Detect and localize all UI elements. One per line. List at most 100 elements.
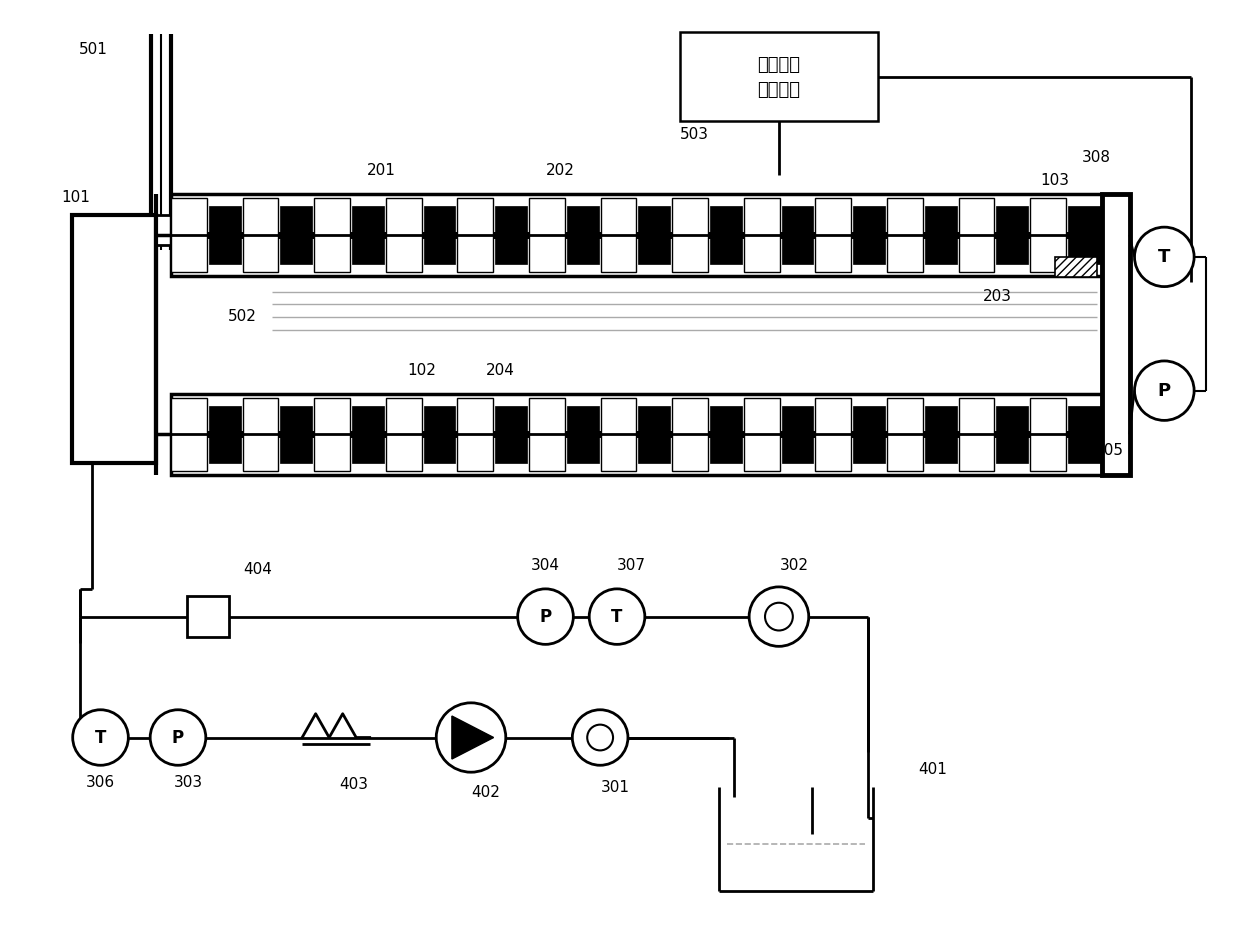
Text: 103: 103 [1040,173,1070,188]
Bar [925,405,956,463]
Bar [744,398,780,471]
Bar [72,215,156,463]
Text: 301: 301 [600,780,630,794]
Bar [853,207,885,264]
Bar [567,207,599,264]
Circle shape [73,710,128,766]
Text: 402: 402 [471,784,501,799]
Text: 201: 201 [367,163,396,178]
Circle shape [573,710,627,766]
Text: 供给单元: 供给单元 [758,82,801,99]
Bar [529,198,564,272]
Text: 202: 202 [546,163,575,178]
Circle shape [749,587,808,646]
Text: 502: 502 [228,309,257,324]
Circle shape [1135,361,1194,420]
Text: 305: 305 [1095,442,1125,458]
Bar [711,405,742,463]
Polygon shape [451,716,494,759]
Bar [1068,207,1100,264]
Bar [1102,195,1130,475]
Text: T: T [611,607,622,626]
Text: P: P [539,607,552,626]
Bar [495,207,527,264]
Bar [495,405,527,463]
Text: 307: 307 [616,557,646,573]
Bar [711,207,742,264]
Bar [208,207,241,264]
Bar [424,207,455,264]
Bar [171,195,1102,275]
Circle shape [765,603,792,630]
Bar [959,198,994,272]
Text: P: P [172,729,184,746]
Bar [996,207,1028,264]
Circle shape [517,589,573,644]
Text: 308: 308 [1083,150,1111,165]
Bar [887,198,923,272]
Bar [1068,405,1100,463]
Bar [171,398,207,471]
Circle shape [1135,227,1194,286]
Bar [744,198,780,272]
Bar [1030,398,1066,471]
Bar [816,398,851,471]
Bar [529,398,564,471]
Bar [156,215,174,245]
Bar [781,207,813,264]
Circle shape [150,710,206,766]
Text: P: P [1158,382,1171,400]
Bar [1055,257,1096,276]
Circle shape [589,589,645,644]
Text: 303: 303 [174,775,202,790]
Bar [314,198,350,272]
Bar [600,398,636,471]
Text: 304: 304 [531,557,560,573]
Text: 气液混合: 气液混合 [758,56,801,73]
Bar [567,405,599,463]
Bar [280,405,312,463]
Text: 501: 501 [79,43,108,57]
Text: 203: 203 [983,289,1012,304]
Circle shape [588,725,613,750]
Bar [458,198,494,272]
Bar [352,207,384,264]
Bar [1030,198,1066,272]
Bar [171,198,207,272]
Text: 102: 102 [407,363,435,378]
Bar [672,198,708,272]
Bar [781,405,813,463]
Bar [458,398,494,471]
Bar [639,207,670,264]
Text: 302: 302 [779,557,808,573]
Bar [680,32,878,121]
Circle shape [436,703,506,772]
Bar [639,405,670,463]
Text: T: T [1158,248,1171,266]
Text: T: T [94,729,107,746]
Text: 306: 306 [86,775,115,790]
Text: 403: 403 [340,777,368,792]
Text: 503: 503 [680,128,709,143]
Bar [314,398,350,471]
Bar [386,398,422,471]
Bar [672,398,708,471]
Bar [352,405,384,463]
Bar [887,398,923,471]
Bar [280,207,312,264]
Bar [816,198,851,272]
Bar [959,398,994,471]
Bar [171,394,1102,475]
Bar [424,405,455,463]
Text: 404: 404 [243,562,272,577]
Bar [925,207,956,264]
Text: 101: 101 [61,190,91,205]
Bar [996,405,1028,463]
Bar [243,398,279,471]
Bar [853,405,885,463]
Bar [187,596,228,638]
Text: 401: 401 [919,762,947,777]
Bar [600,198,636,272]
Text: 204: 204 [486,363,516,378]
Bar [243,198,279,272]
